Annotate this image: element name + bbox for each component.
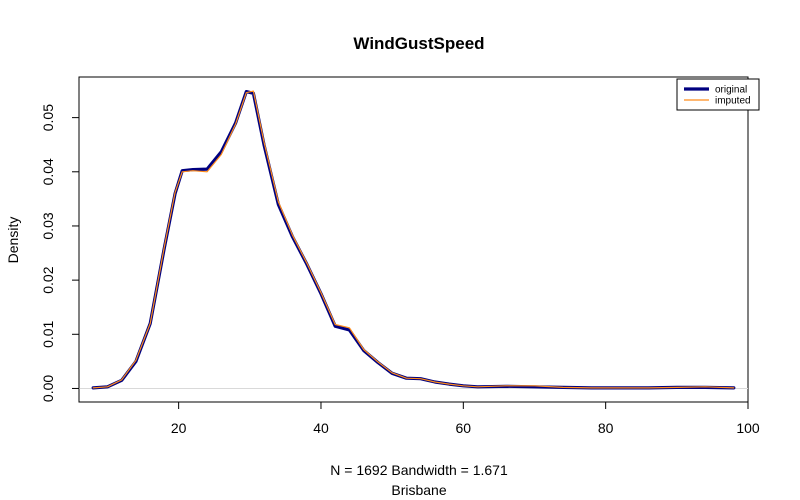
y-tick-label: 0.04 <box>40 158 56 185</box>
x-tick-label: 100 <box>736 420 760 436</box>
plot-frame <box>78 76 749 403</box>
y-axis: 0.00 0.01 0.02 0.03 0.04 0.05 <box>40 104 80 402</box>
legend-box <box>676 78 760 111</box>
x-tick-label: 40 <box>313 420 329 436</box>
x-axis-label: N = 1692 Bandwidth = 1.671 <box>330 462 508 478</box>
y-axis-label: Density <box>5 217 21 264</box>
x-tick-label: 20 <box>171 420 187 436</box>
x-tick-label: 60 <box>456 420 472 436</box>
x-axis: 20 40 60 80 100 <box>171 401 760 436</box>
y-tick-label: 0.00 <box>40 375 56 402</box>
series-line-original <box>91 90 736 390</box>
x-tick-label: 80 <box>598 420 614 436</box>
chart-title: WindGustSpeed <box>353 34 484 53</box>
chart-subtitle: Brisbane <box>391 482 446 498</box>
y-tick-label: 0.03 <box>40 212 56 239</box>
series-line-imputed <box>92 90 735 389</box>
y-tick-label: 0.02 <box>40 266 56 293</box>
legend-label-original: original <box>715 85 747 96</box>
legend-label-imputed: imputed <box>715 96 751 107</box>
plot-area <box>79 90 748 390</box>
y-tick-label: 0.05 <box>40 104 56 131</box>
y-tick-label: 0.01 <box>40 320 56 347</box>
